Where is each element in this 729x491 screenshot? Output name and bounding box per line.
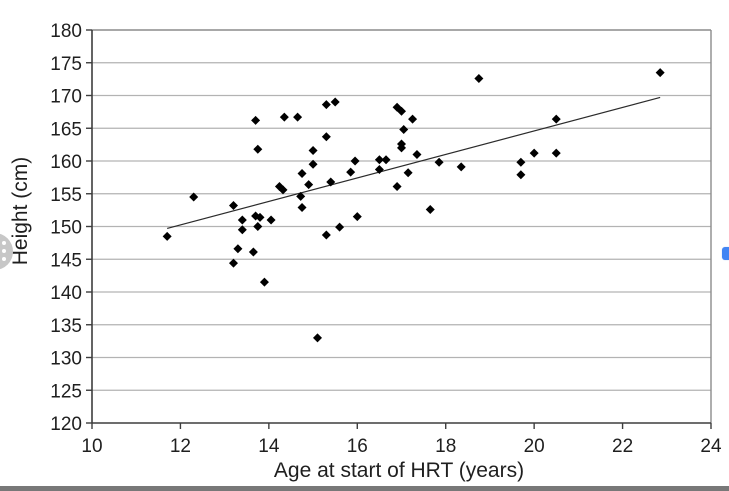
data-point (251, 115, 261, 125)
data-point (321, 100, 331, 110)
data-point (233, 244, 243, 254)
data-point (434, 157, 444, 167)
dot-icon (2, 241, 6, 245)
data-point (392, 182, 402, 192)
data-point (162, 231, 172, 241)
data-point (326, 177, 336, 187)
y-tick-label: 180 (50, 21, 82, 42)
x-tick-label: 12 (170, 436, 191, 457)
y-tick-label: 135 (50, 316, 82, 337)
data-point (251, 211, 261, 221)
data-point (248, 247, 258, 257)
window-edge-bar (0, 486, 729, 491)
x-tick-label: 16 (347, 436, 368, 457)
y-tick-label: 120 (50, 414, 82, 435)
data-point (516, 170, 526, 180)
data-point (397, 143, 406, 153)
data-point (399, 125, 409, 135)
data-point (352, 212, 362, 222)
data-point (403, 168, 413, 178)
data-point (297, 168, 307, 178)
data-point (350, 156, 360, 166)
x-tick-label: 14 (258, 436, 280, 457)
edge-handle-widget[interactable] (722, 247, 729, 260)
data-point (381, 155, 391, 165)
x-axis-title: Age at start of HRT (years) (273, 459, 525, 482)
y-tick-label: 175 (50, 54, 82, 75)
data-point (279, 112, 289, 122)
data-point (296, 191, 306, 201)
y-tick-label: 155 (50, 185, 82, 206)
data-point (474, 73, 484, 83)
data-point (308, 159, 318, 169)
data-point (412, 149, 422, 159)
x-tick-label: 22 (612, 436, 633, 457)
y-tick-label: 145 (50, 250, 82, 271)
y-tick-label: 125 (50, 381, 82, 402)
data-point (266, 215, 276, 225)
data-point (551, 114, 561, 124)
data-point (321, 132, 331, 142)
data-point (253, 144, 263, 154)
data-point (330, 97, 340, 107)
y-tick-label: 130 (50, 349, 82, 370)
data-point (321, 230, 331, 240)
data-point (516, 157, 526, 167)
data-point (374, 155, 384, 165)
data-point (529, 148, 539, 158)
data-point (237, 225, 247, 235)
x-tick-label: 10 (81, 436, 102, 457)
data-point (189, 192, 199, 202)
dot-icon (2, 257, 6, 261)
data-point (304, 180, 314, 190)
data-point (259, 277, 269, 287)
data-point (228, 258, 238, 268)
data-point (655, 68, 665, 78)
data-point (346, 167, 356, 177)
y-tick-label: 165 (50, 119, 82, 140)
y-tick-label: 150 (50, 218, 82, 239)
data-point (297, 203, 307, 213)
dot-icon (2, 249, 6, 253)
y-tick-label: 160 (50, 152, 82, 173)
data-point (312, 333, 322, 343)
data-point (374, 165, 384, 175)
more-options-button[interactable] (0, 233, 13, 270)
y-tick-label: 140 (50, 283, 82, 304)
data-point (551, 148, 561, 158)
data-point (278, 185, 288, 195)
data-point (237, 215, 247, 225)
y-tick-label: 170 (50, 87, 82, 108)
data-point (293, 112, 303, 122)
x-tick-label: 20 (524, 436, 545, 457)
data-point (335, 222, 345, 232)
data-point (397, 106, 406, 116)
trend-line (167, 96, 661, 230)
data-point (228, 201, 238, 211)
data-point (253, 222, 263, 231)
data-point (308, 146, 318, 156)
x-tick-label: 18 (435, 436, 456, 457)
data-point (425, 204, 435, 214)
data-point (255, 212, 265, 222)
x-tick-label: 24 (700, 436, 722, 457)
data-point (408, 114, 418, 124)
data-point (456, 162, 466, 172)
